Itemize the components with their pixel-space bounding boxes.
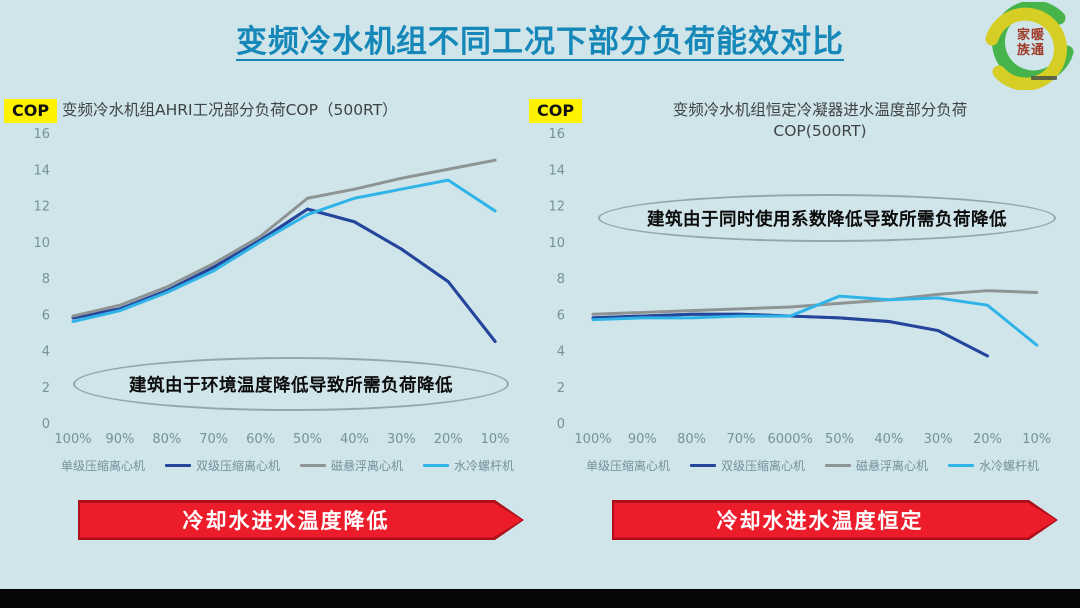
x-axis-tick: 70% bbox=[726, 432, 755, 447]
y-axis-tick: 16 bbox=[33, 127, 50, 142]
right-chart-title-line1: 变频冷水机组恒定冷凝器进水温度部分负荷 bbox=[672, 101, 968, 119]
legend-item: 磁悬浮离心机 bbox=[825, 457, 928, 474]
left-chart-title: 变频冷水机组AHRI工况部分负荷COP（500RT） bbox=[62, 100, 502, 121]
x-axis-tick: 40% bbox=[340, 432, 369, 447]
left-annotation-ellipse: 建筑由于环境温度降低导致所需负荷降低 bbox=[73, 357, 509, 411]
y-axis-tick: 14 bbox=[33, 163, 50, 178]
y-axis-tick: 16 bbox=[548, 127, 565, 142]
legend-item: 双级压缩离心机 bbox=[689, 457, 805, 474]
y-axis-tick: 8 bbox=[42, 272, 50, 287]
x-axis-tick: 50% bbox=[825, 432, 854, 447]
x-axis-tick: 90% bbox=[628, 432, 657, 447]
legend-swatch bbox=[164, 464, 191, 467]
x-axis-tick: 80% bbox=[677, 432, 706, 447]
logo-text-line1: 家暖 bbox=[1016, 28, 1045, 43]
series-line bbox=[591, 294, 1039, 347]
x-axis-tick: 30% bbox=[924, 432, 953, 447]
y-axis-tick: 10 bbox=[33, 236, 50, 251]
right-chart: 0 2 4 6 8 10 12 14 16 100% 90% 80% 70% 6000% 50% 40% 30%… bbox=[548, 127, 1051, 447]
y-axis-tick: 2 bbox=[557, 381, 565, 396]
series-line bbox=[591, 312, 989, 358]
left-banner-arrow: 冷却水进水温度降低 bbox=[78, 500, 524, 540]
left-cop-axis-label: COP bbox=[4, 99, 58, 123]
right-chart-title-line2: COP(500RT) bbox=[773, 122, 867, 140]
legend-item: 双级压缩离心机 bbox=[164, 457, 280, 474]
slide-title: 变频冷水机组不同工况下部分负荷能效对比 bbox=[236, 24, 844, 60]
left-banner-text: 冷却水进水温度降低 bbox=[80, 502, 522, 538]
x-axis-tick: 10% bbox=[481, 432, 510, 447]
series-line bbox=[71, 207, 497, 343]
legend-label: 水冷螺杆机 bbox=[454, 459, 515, 473]
legend-swatch bbox=[689, 464, 716, 467]
series-line bbox=[71, 178, 497, 323]
right-banner-text: 冷却水进水温度恒定 bbox=[614, 502, 1056, 538]
legend-swatch bbox=[300, 464, 326, 467]
legend-label: 磁悬浮离心机 bbox=[856, 459, 929, 473]
y-axis-tick: 4 bbox=[557, 345, 565, 360]
series-line bbox=[591, 312, 989, 358]
left-chart-title-line1: 变频冷水机组AHRI工况部分负荷COP（500RT） bbox=[62, 101, 398, 119]
legend-item: 单级压缩离心机 bbox=[61, 457, 145, 474]
x-axis-tick: 40% bbox=[874, 432, 903, 447]
y-axis-tick: 8 bbox=[557, 272, 565, 287]
brand-logo: 家暖 族通 bbox=[983, 0, 1075, 91]
right-annotation-ellipse: 建筑由于同时使用系数降低导致所需负荷降低 bbox=[598, 194, 1056, 242]
logo-watermark bbox=[1031, 76, 1057, 80]
legend-swatch bbox=[948, 464, 975, 467]
right-chart-legend: 单级压缩离心机 双级压缩离心机 磁悬浮离心机 水冷螺杆机 bbox=[580, 457, 1045, 474]
legend-swatch bbox=[825, 464, 851, 467]
y-axis-tick: 14 bbox=[548, 163, 565, 178]
y-axis-tick: 4 bbox=[42, 345, 50, 360]
right-banner-arrow: 冷却水进水温度恒定 bbox=[612, 500, 1058, 540]
y-axis-tick: 6 bbox=[557, 308, 565, 323]
y-axis-tick: 12 bbox=[33, 200, 50, 215]
logo-text-line2: 族通 bbox=[1016, 43, 1045, 58]
logo-yellow-swirl bbox=[985, 7, 1067, 91]
legend-label: 磁悬浮离心机 bbox=[331, 459, 404, 473]
y-axis-tick: 2 bbox=[42, 381, 50, 396]
x-axis-tick: 90% bbox=[105, 432, 134, 447]
legend-label: 水冷螺杆机 bbox=[979, 459, 1040, 473]
legend-item: 水冷螺杆机 bbox=[948, 457, 1039, 474]
x-axis-tick: 10% bbox=[1022, 432, 1051, 447]
left-chart-legend: 单级压缩离心机 双级压缩离心机 磁悬浮离心机 水冷螺杆机 bbox=[55, 457, 520, 474]
y-axis-tick: 0 bbox=[557, 417, 565, 432]
legend-label: 单级压缩离心机 bbox=[60, 459, 145, 473]
logo-swirl-icon bbox=[985, 0, 1074, 91]
x-axis-tick: 60% bbox=[246, 432, 275, 447]
legend-item: 磁悬浮离心机 bbox=[300, 457, 403, 474]
bottom-black-bar bbox=[0, 589, 1080, 608]
y-axis-tick: 12 bbox=[548, 200, 565, 215]
right-cop-axis-label: COP bbox=[529, 99, 583, 123]
x-axis-tick: 80% bbox=[152, 432, 181, 447]
y-axis-tick: 0 bbox=[42, 417, 50, 432]
x-axis-tick: 50% bbox=[293, 432, 322, 447]
series-line bbox=[71, 158, 497, 318]
legend-item: 水冷螺杆机 bbox=[423, 457, 514, 474]
x-axis-tick: 30% bbox=[387, 432, 416, 447]
right-annotation-text: 建筑由于同时使用系数降低导致所需负荷降低 bbox=[647, 209, 1007, 230]
legend-label: 单级压缩离心机 bbox=[585, 459, 670, 473]
legend-label: 双级压缩离心机 bbox=[195, 459, 280, 473]
left-annotation-text: 建筑由于环境温度降低导致所需负荷降低 bbox=[129, 375, 453, 396]
legend-swatch bbox=[423, 464, 450, 467]
left-chart: 0 2 4 6 8 10 12 14 16 100% 90% 80% 70% 60% 50% 40% 30% 20… bbox=[33, 127, 510, 447]
x-axis-tick: 20% bbox=[434, 432, 463, 447]
x-axis-tick: 20% bbox=[973, 432, 1002, 447]
right-chart-title: 变频冷水机组恒定冷凝器进水温度部分负荷 COP(500RT) bbox=[585, 100, 1055, 142]
legend-item: 单级压缩离心机 bbox=[586, 457, 670, 474]
y-axis-tick: 6 bbox=[42, 308, 50, 323]
x-axis-tick: 100% bbox=[54, 432, 91, 447]
legend-label: 双级压缩离心机 bbox=[720, 459, 805, 473]
y-axis-tick: 10 bbox=[548, 236, 565, 251]
logo-text: 家暖 族通 bbox=[1013, 28, 1049, 58]
x-axis-tick: 70% bbox=[199, 432, 228, 447]
x-axis-tick: 100% bbox=[574, 432, 611, 447]
x-axis-tick: 6000% bbox=[767, 432, 812, 447]
